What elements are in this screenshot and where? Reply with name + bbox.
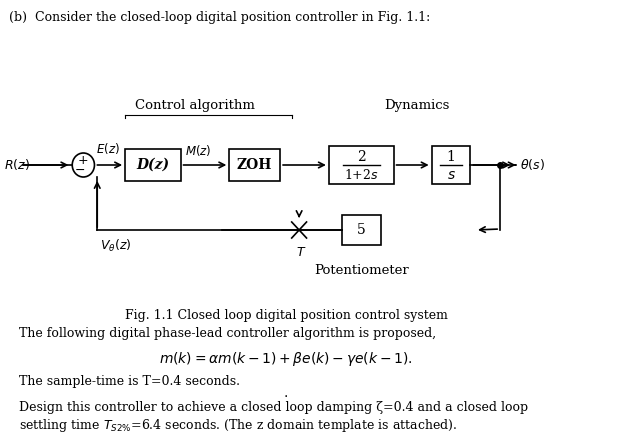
Text: $s$: $s$: [447, 168, 455, 182]
Text: Fig. 1.1 Closed loop digital position control system: Fig. 1.1 Closed loop digital position co…: [125, 308, 447, 321]
Text: 1: 1: [447, 150, 455, 164]
Text: settling time $T_{S2\%}$=6.4 seconds. (The z domain template is attached).: settling time $T_{S2\%}$=6.4 seconds. (T…: [19, 417, 457, 434]
Text: $E(z)$: $E(z)$: [96, 142, 120, 156]
Text: The following digital phase-lead controller algorithm is proposed,: The following digital phase-lead control…: [19, 328, 436, 341]
Text: −: −: [74, 164, 85, 177]
Text: Potentiometer: Potentiometer: [314, 263, 408, 277]
Text: Design this controller to achieve a closed loop damping ζ=0.4 and a closed loop: Design this controller to achieve a clos…: [19, 401, 528, 413]
Text: $M(z)$: $M(z)$: [185, 143, 212, 157]
FancyBboxPatch shape: [342, 215, 381, 245]
Text: $R(z)$: $R(z)$: [4, 157, 30, 173]
Text: D(z): D(z): [136, 158, 169, 172]
Text: 5: 5: [357, 223, 366, 237]
Text: +: +: [78, 155, 88, 168]
FancyBboxPatch shape: [229, 149, 280, 181]
Text: (b)  Consider the closed-loop digital position controller in Fig. 1.1:: (b) Consider the closed-loop digital pos…: [9, 10, 431, 24]
Text: $m(k) = \alpha m(k-1) + \beta e(k) - \gamma e(k-1).$: $m(k) = \alpha m(k-1) + \beta e(k) - \ga…: [159, 350, 413, 368]
Text: .: .: [284, 386, 289, 400]
Text: $V_\theta(z)$: $V_\theta(z)$: [100, 238, 132, 254]
Text: $T$: $T$: [296, 245, 306, 258]
Text: The sample-time is T=0.4 seconds.: The sample-time is T=0.4 seconds.: [19, 375, 240, 388]
FancyBboxPatch shape: [329, 146, 394, 184]
Text: 2: 2: [357, 150, 366, 164]
FancyBboxPatch shape: [125, 149, 180, 181]
Text: $\theta(s)$: $\theta(s)$: [520, 157, 545, 173]
FancyBboxPatch shape: [431, 146, 470, 184]
Text: Control algorithm: Control algorithm: [135, 98, 255, 111]
Text: 1+2$s$: 1+2$s$: [344, 168, 378, 182]
Text: ZOH: ZOH: [237, 158, 273, 172]
Text: Dynamics: Dynamics: [384, 98, 449, 111]
